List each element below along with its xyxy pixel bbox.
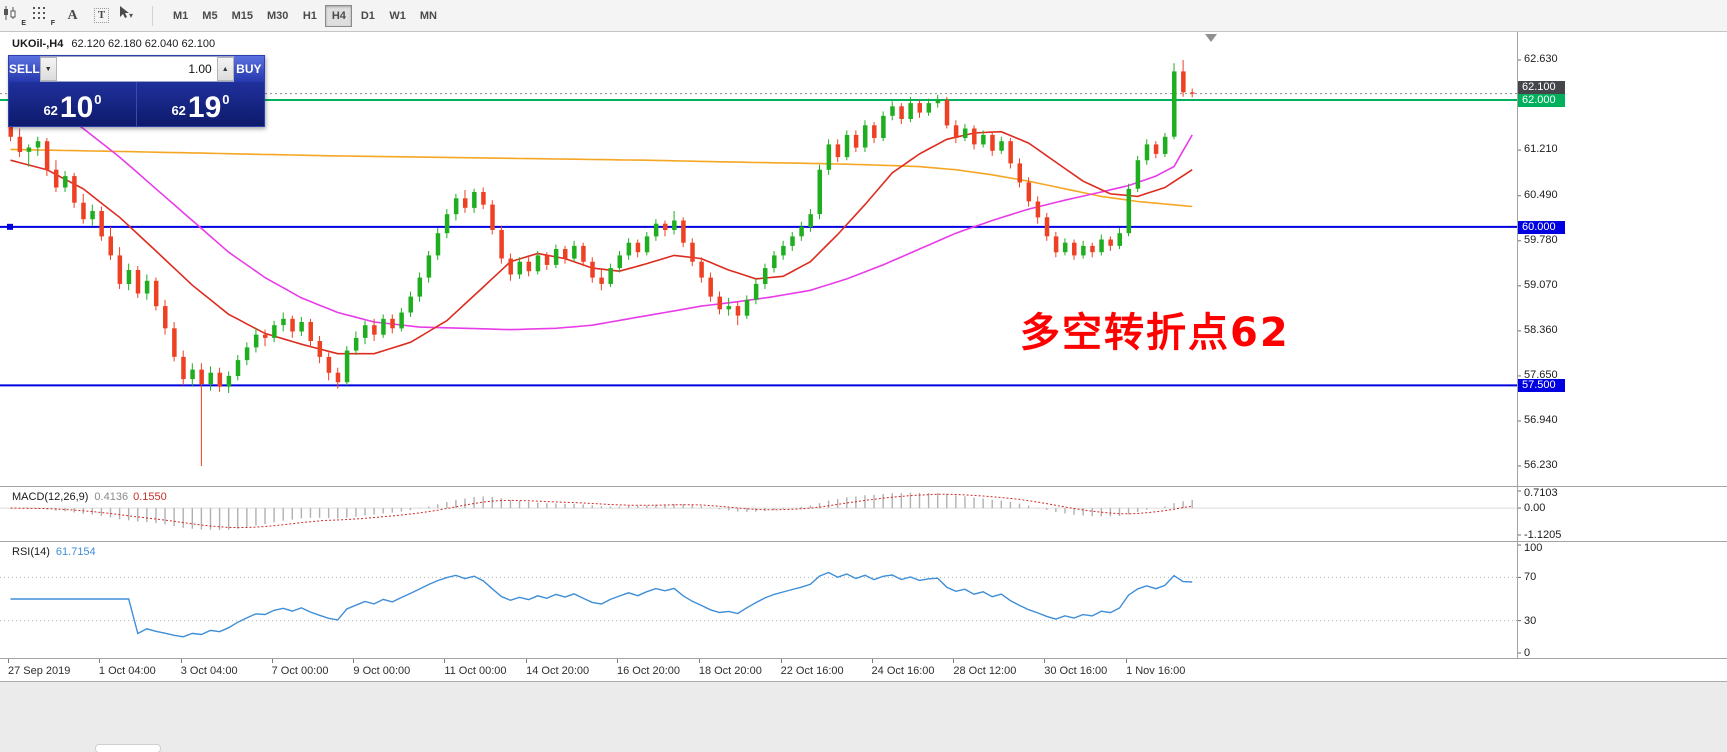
trade-controls-row: SELL ▼ ▲ BUY [9, 56, 264, 82]
cursor-dropdown-icon[interactable]: ▾ [117, 4, 144, 28]
candlestick-pattern-icon[interactable]: E [1, 4, 28, 28]
time-axis-label: 7 Oct 00:00 [271, 665, 329, 677]
time-axis-tick [953, 659, 955, 663]
time-axis-label: 3 Oct 04:00 [180, 665, 238, 677]
time-axis-tick [1044, 659, 1046, 663]
symbol-name: UKOil-,H4 [12, 38, 64, 50]
time-axis-label: 16 Oct 20:00 [617, 665, 681, 677]
volume-decrease-button[interactable]: ▼ [39, 57, 57, 81]
timeframe-button-m1[interactable]: M1 [167, 5, 194, 27]
macd-histogram [18, 492, 1193, 531]
macd-signal-value: 0.1550 [133, 491, 167, 503]
scrollbar-thumb[interactable] [95, 744, 161, 752]
symbol-header: UKOil-,H4 62.120 62.180 62.040 62.100 [12, 38, 215, 50]
time-axis: 27 Sep 2019 1 Oct 04:00 3 Oct 04:00 7 Oct 0… [0, 659, 1727, 682]
volume-control: ▼ ▲ [39, 56, 234, 82]
dots-glyph [33, 6, 45, 19]
timeframe-button-w1[interactable]: W1 [383, 5, 412, 27]
time-axis-tick [1126, 659, 1128, 663]
icon-badge: E [21, 19, 26, 27]
candlestick-chart [0, 59, 1521, 467]
rsi-line [10, 571, 1193, 638]
symbol-ohlc: 62.120 62.180 62.040 62.100 [71, 38, 216, 50]
buy-button[interactable]: BUY [233, 56, 264, 82]
time-axis-tick [698, 659, 700, 663]
ask-price[interactable]: 62 19 0 [137, 82, 264, 126]
time-axis-tick [271, 659, 273, 663]
timeframe-button-m5[interactable]: M5 [196, 5, 223, 27]
icon-badge: F [50, 19, 55, 27]
bid-pips: 10 [59, 91, 94, 124]
sell-button[interactable]: SELL [9, 56, 40, 82]
rsi-name: RSI(14) [12, 546, 50, 558]
bid-price[interactable]: 62 10 0 [9, 82, 137, 126]
time-axis-tick [526, 659, 528, 663]
timeframe-button-d1[interactable]: D1 [354, 5, 381, 27]
candles-glyph [4, 5, 16, 20]
bottom-strip [0, 682, 1727, 752]
cursor-glyph [120, 5, 129, 18]
ma-slow-orange [10, 148, 1193, 208]
time-axis-label: 1 Nov 16:00 [1126, 665, 1186, 677]
time-axis-tick [780, 659, 782, 663]
time-axis-label: 9 Oct 00:00 [353, 665, 411, 677]
ask-point: 0 [222, 92, 230, 107]
time-axis-tick [353, 659, 355, 663]
time-axis-tick [617, 659, 619, 663]
axis-separator [1517, 32, 1518, 659]
rsi-label: RSI(14) 61.7154 [12, 546, 96, 558]
timeframe-button-mn[interactable]: MN [414, 5, 443, 27]
macd-chart [0, 490, 1521, 536]
time-axis-tick [180, 659, 182, 663]
time-axis-label: 24 Oct 16:00 [871, 665, 935, 677]
ma-mid-magenta [10, 83, 1193, 331]
time-axis-tick [8, 659, 9, 663]
time-axis-label: 1 Oct 04:00 [98, 665, 156, 677]
bid-integer: 62 [43, 103, 58, 118]
main-chart-panel: 62.630 61.210 60.490 59.780 59.070 58.360 57.6… [0, 32, 1727, 487]
macd-label: MACD(12,26,9) 0.4136 0.1550 [12, 491, 167, 503]
text-label-icon[interactable]: A [59, 4, 86, 28]
time-axis-label: 18 Oct 20:00 [698, 665, 762, 677]
timeframe-button-h1[interactable]: H1 [296, 5, 323, 27]
time-axis-label: 11 Oct 00:00 [444, 665, 507, 677]
chart-shift-marker-icon[interactable] [1205, 34, 1217, 42]
time-axis-tick [871, 659, 873, 663]
chart-annotation-text: 多空转折点62 [1020, 310, 1290, 356]
rsi-value: 61.7154 [55, 546, 96, 558]
rsi-chart [0, 544, 1521, 654]
time-axis-tick [444, 659, 446, 663]
trade-prices-row: 62 10 0 62 19 0 [9, 82, 264, 126]
text-box-icon[interactable]: T [88, 4, 115, 28]
timeframe-button-m30[interactable]: M30 [261, 5, 294, 27]
time-axis-label: 14 Oct 20:00 [526, 665, 590, 677]
time-axis-label: 22 Oct 16:00 [780, 665, 844, 677]
time-axis-label: 30 Oct 16:00 [1044, 665, 1108, 677]
macd-name: MACD(12,26,9) [12, 491, 89, 503]
macd-signal-line [10, 493, 1193, 529]
timeframe-buttons: M1 M5 M15 M30 H1 H4 D1 W1 MN [166, 4, 444, 27]
rsi-panel: 100 70 30 0 RSI(14) 61.7154 [0, 542, 1727, 659]
toolbar-separator [152, 5, 153, 26]
timeframe-button-h4[interactable]: H4 [325, 4, 353, 27]
volume-input[interactable] [56, 57, 217, 81]
bid-point: 0 [94, 92, 102, 107]
time-axis-label: 27 Sep 2019 [8, 665, 71, 677]
grid-dots-icon[interactable]: F [30, 4, 57, 28]
candles-layer [8, 60, 1195, 466]
ask-pips: 19 [187, 91, 222, 124]
time-axis-tick [98, 659, 100, 663]
timeframe-button-m15[interactable]: M15 [226, 5, 259, 27]
chevron-down-icon: ▾ [128, 11, 133, 20]
macd-main-value: 0.4136 [94, 491, 129, 503]
macd-panel: 0.7103 0.00 -1.1205 MACD(12,26,9) 0.4136 0.1… [0, 487, 1727, 542]
time-axis-label: 28 Oct 12:00 [953, 665, 1017, 677]
volume-increase-button[interactable]: ▲ [216, 57, 234, 81]
toolbar: E F A T ▾ M1 M5 M15 M30 H1 H4 D1 W1 MN [0, 0, 1727, 32]
ma-fast-red [10, 130, 1193, 355]
ask-integer: 62 [171, 103, 186, 118]
